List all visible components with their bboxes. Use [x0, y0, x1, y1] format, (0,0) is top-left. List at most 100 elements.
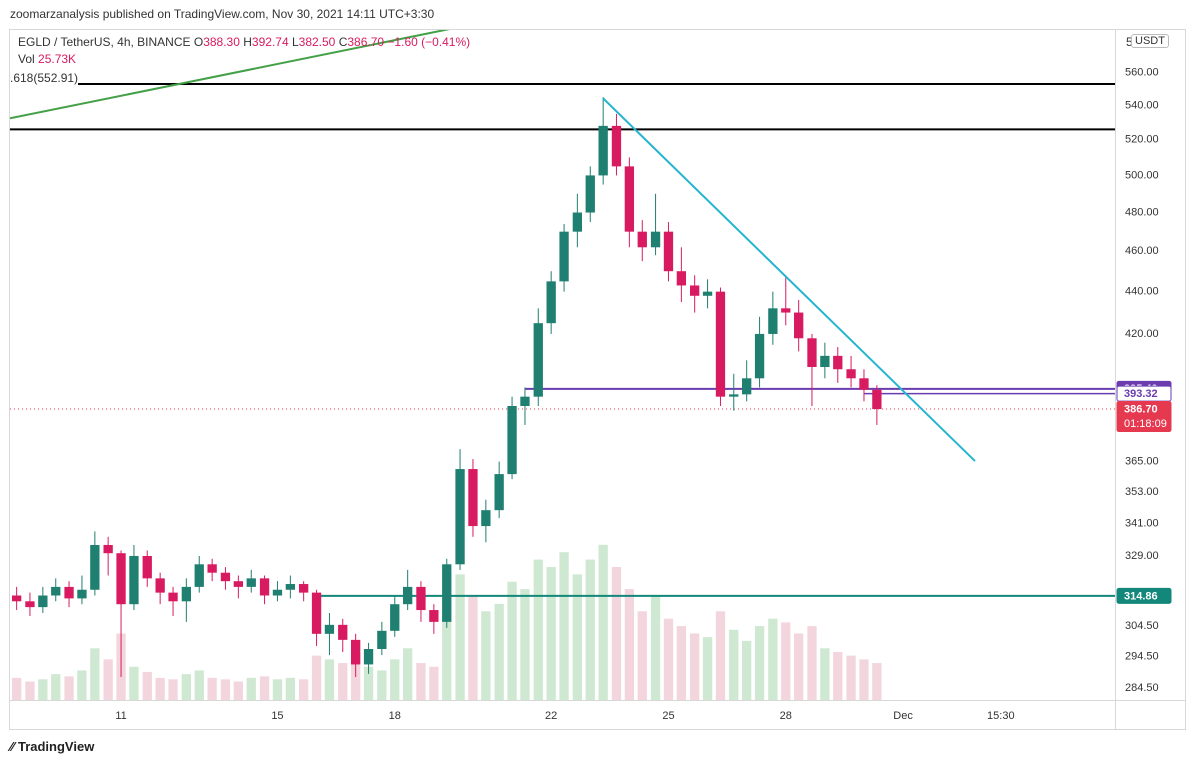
volume-bar: [298, 679, 309, 700]
volume-bar: [611, 566, 622, 700]
candle-body: [220, 572, 231, 582]
ohlc-label: H: [243, 35, 252, 49]
candle-body: [742, 378, 752, 395]
y-tick-label: 460.00: [1125, 245, 1159, 257]
volume-bar: [442, 618, 452, 700]
candle-body: [494, 474, 504, 511]
price-label-box: [1116, 587, 1172, 604]
volume-bar: [416, 663, 426, 700]
candle-body: [572, 212, 583, 232]
candle-body: [311, 592, 322, 634]
candle-body: [246, 578, 256, 587]
candle-body: [259, 578, 270, 596]
price-label: 314.86: [1124, 590, 1158, 602]
volume-bar: [103, 659, 113, 700]
y-tick-label: 341.00: [1125, 517, 1159, 529]
volume-bar: [663, 618, 674, 700]
candle-body: [702, 291, 713, 296]
footer-brand: ⁄⁄ TradingView: [10, 739, 95, 754]
candle-body: [715, 291, 726, 397]
candle-body: [155, 578, 165, 593]
volume-bar: [377, 670, 387, 700]
candle-body: [25, 601, 35, 608]
ohlc-label: C: [338, 35, 348, 49]
candle-body: [546, 281, 556, 324]
candle-body: [650, 231, 661, 248]
candle-body: [481, 510, 491, 527]
candle-body: [663, 231, 674, 272]
candle-body: [781, 308, 791, 313]
volume-bar: [637, 611, 647, 700]
trendline: [602, 97, 976, 462]
candle-body: [272, 589, 283, 596]
x-tick-label: 15: [271, 710, 283, 722]
volume-bar: [676, 626, 687, 700]
candle-body: [351, 639, 361, 665]
candle-body: [729, 394, 739, 397]
ohlc-value: 386.70: [347, 35, 385, 49]
volume-bar: [729, 629, 739, 700]
candle-body: [11, 595, 22, 602]
candle-body: [872, 389, 882, 410]
volume-bar: [846, 655, 856, 700]
volume-bar: [494, 603, 504, 700]
volume-bar: [181, 674, 191, 700]
y-tick-label: 284.50: [1125, 682, 1159, 694]
volume-bar: [155, 677, 165, 700]
candle-body: [181, 586, 191, 602]
volume-bar: [715, 611, 726, 700]
volume-bar: [859, 659, 869, 700]
volume-bar: [468, 596, 478, 700]
legend: EGLD / TetherUS, 4h, BINANCE O388.30 H39…: [18, 35, 470, 49]
candle-body: [285, 584, 296, 590]
x-tick-label: 22: [545, 710, 557, 722]
volume-bar: [624, 589, 635, 700]
volume-bar: [207, 677, 217, 700]
candle-body: [690, 285, 700, 296]
frame: [9, 29, 1186, 730]
ohlc: O388.30 H392.74 L382.50 C386.70: [194, 35, 388, 49]
volume-bar: [585, 559, 595, 700]
volume-bar: [520, 589, 530, 700]
volume-bar: [754, 626, 765, 700]
x-tick-label: 25: [662, 710, 674, 722]
ohlc-value: 382.50: [298, 35, 336, 49]
volume-bar: [11, 677, 22, 700]
fib-label: .618(552.91): [10, 71, 79, 85]
volume-bar: [807, 626, 817, 700]
volume-bar: [90, 648, 100, 700]
y-tick-label: 560.00: [1125, 66, 1159, 78]
y-tick-label: 440.00: [1125, 286, 1159, 298]
candle-body: [833, 355, 843, 370]
volume-bar: [768, 618, 778, 700]
volume-bar: [168, 679, 178, 700]
y-tick-label: 304.50: [1125, 620, 1159, 632]
change: −1.60 (−0.41%): [387, 35, 471, 49]
countdown: 01:18:09: [1124, 418, 1167, 430]
volume-bar: [546, 566, 556, 700]
volume-bar: [77, 670, 87, 700]
currency: USDT: [1131, 34, 1169, 48]
axis-top: 5: [1126, 35, 1133, 49]
candle-body: [637, 231, 647, 248]
candle-body: [559, 231, 569, 282]
candle-body: [64, 586, 74, 599]
volume-bar: [363, 666, 374, 700]
candle-body: [129, 555, 139, 605]
candle-body: [168, 592, 178, 602]
ohlc-value: 388.30: [203, 35, 240, 49]
candle-body: [859, 378, 869, 390]
volume-bar: [702, 637, 713, 700]
volume-bar: [742, 640, 752, 700]
candle-body: [846, 369, 856, 379]
candle-body: [520, 396, 530, 406]
symbol: EGLD / TetherUS, 4h, BINANCE: [18, 35, 191, 49]
ohlc-value: 392.74: [251, 35, 289, 49]
volume-legend: Vol 25.73K: [18, 52, 76, 66]
volume-bar: [403, 648, 413, 700]
x-tick-label: 11: [115, 710, 126, 722]
trendline: [10, 30, 450, 120]
publisher: zoomarzanalysis published on TradingView…: [10, 7, 435, 21]
candle-body: [820, 355, 830, 368]
